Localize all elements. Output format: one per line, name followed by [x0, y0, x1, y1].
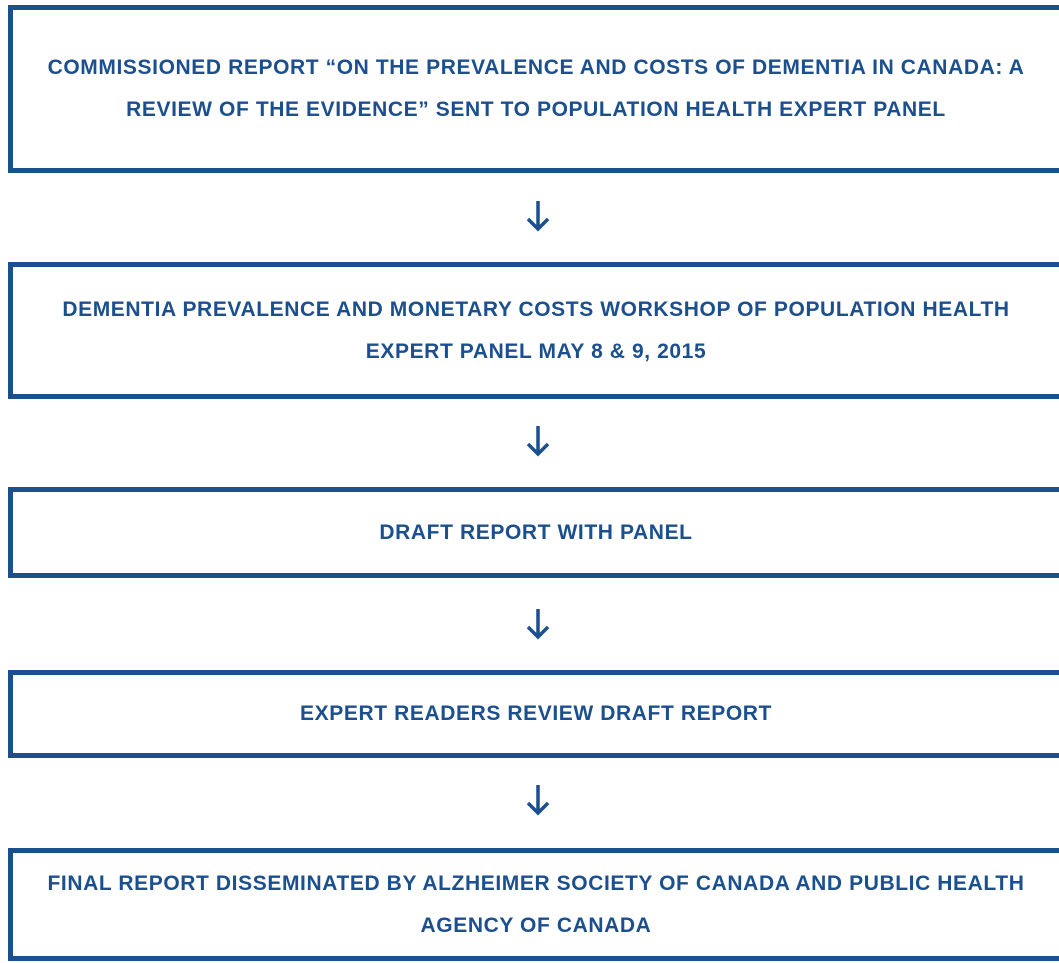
arrow	[526, 609, 550, 640]
step-box: DEMENTIA PREVALENCE AND MONETARY COSTS W…	[8, 262, 1059, 399]
step-text: EXPERT READERS REVIEW DRAFT REPORT	[300, 702, 772, 725]
step-box: FINAL REPORT DISSEMINATED BY ALZHEIMER S…	[8, 848, 1059, 961]
step-text: COMMISSIONED REPORT “ON THE PREVALENCE A…	[47, 56, 1025, 121]
step-box: EXPERT READERS REVIEW DRAFT REPORT	[8, 670, 1059, 758]
step-text: DEMENTIA PREVALENCE AND MONETARY COSTS W…	[62, 297, 1010, 363]
step-box: DRAFT REPORT WITH PANEL	[8, 487, 1059, 578]
step-text: FINAL REPORT DISSEMINATED BY ALZHEIMER S…	[47, 871, 1025, 937]
arrow	[526, 426, 550, 457]
arrow	[526, 785, 550, 816]
arrow	[526, 201, 550, 232]
step-text: DRAFT REPORT WITH PANEL	[379, 520, 693, 544]
step-box: COMMISSIONED REPORT “ON THE PREVALENCE A…	[8, 5, 1059, 173]
